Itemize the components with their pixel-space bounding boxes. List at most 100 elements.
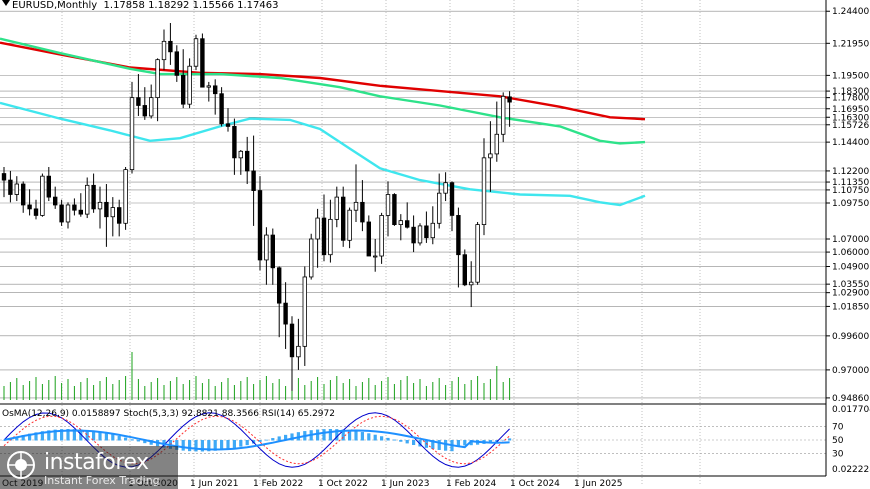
osma-histogram-bar	[444, 440, 448, 451]
candle-body	[360, 201, 365, 223]
candle-body	[366, 221, 371, 257]
osma-histogram-bar	[386, 437, 390, 441]
osma-histogram-bar	[111, 434, 115, 441]
candle-body	[148, 97, 154, 117]
indicator-tick-label: 0.017704	[832, 405, 870, 415]
price-tick-label: 1.06000	[832, 248, 869, 258]
osma-histogram-bar	[488, 440, 492, 443]
ma-red-line	[0, 41, 646, 121]
osma-histogram-bar	[271, 438, 275, 441]
osma-histogram-bar	[34, 432, 38, 441]
symbol-label: EURUSD,Monthly	[12, 0, 98, 11]
time-axis-label: 1 Oct 2022	[318, 479, 368, 489]
price-tick-label: 1.12200	[832, 167, 869, 177]
indicator-tick-label: 30	[832, 450, 844, 460]
candle-body	[353, 201, 359, 211]
candle-body	[136, 97, 141, 106]
candle-body	[174, 51, 179, 76]
osma-histogram-bar	[98, 431, 102, 441]
ma-cyan-line	[0, 101, 646, 207]
time-axis-label: 1 Jun 2023	[381, 479, 429, 489]
osma-histogram-bar	[136, 440, 140, 442]
osma-histogram-bar	[207, 440, 211, 452]
osma-histogram-bar	[85, 429, 89, 441]
candle-body	[456, 215, 461, 256]
candle-body	[187, 65, 192, 105]
candle-body	[340, 196, 346, 241]
osma-histogram-bar	[175, 440, 179, 450]
candle-body	[462, 254, 467, 286]
candle-body	[212, 85, 218, 95]
candle-body	[251, 170, 256, 191]
osma-histogram-bar	[72, 429, 76, 441]
candle-body	[436, 192, 442, 224]
price-tick-label: 1.15726	[832, 121, 869, 131]
price-tick-label: 1.02900	[832, 289, 869, 299]
price-tick-label: 1.17800	[832, 94, 869, 104]
candle-body	[494, 133, 499, 155]
price-tick-label: 1.11350	[832, 178, 869, 188]
candle-body	[270, 234, 275, 269]
candle-body	[500, 95, 506, 135]
price-tick-label: 1.09750	[832, 199, 869, 209]
candle-body	[417, 225, 423, 244]
osma-histogram-bar	[412, 440, 416, 445]
candle-body	[225, 123, 231, 127]
candle-body	[161, 40, 167, 61]
candle-body	[449, 182, 455, 216]
price-tick-label: 1.18300	[832, 87, 869, 97]
osma-histogram-bar	[239, 440, 243, 447]
candle-body	[347, 209, 352, 241]
time-axis-label: 1 Jun 2025	[574, 479, 622, 489]
candle-body	[129, 97, 135, 171]
ma-green-line	[0, 37, 646, 145]
osma-histogram-bar	[130, 439, 134, 441]
candle-body	[53, 196, 58, 206]
time-axis-label: 1 Jun 2021	[190, 479, 238, 489]
osma-histogram-bar	[360, 432, 364, 441]
candle-body	[475, 224, 480, 283]
candle-body	[27, 204, 32, 210]
candlesticks	[1, 23, 512, 391]
candle-body	[155, 59, 160, 99]
osma-histogram-bar	[469, 440, 473, 446]
candle-body	[430, 222, 435, 239]
candle-body	[180, 74, 186, 105]
candle-body	[296, 345, 301, 358]
osma-histogram-bar	[501, 439, 505, 441]
indicator-tick-label: 70	[832, 422, 844, 432]
osma-histogram-bar	[232, 440, 236, 448]
osma-histogram-bar	[194, 440, 198, 452]
candle-body	[104, 201, 109, 218]
price-tick-label: 1.10750	[832, 186, 869, 196]
candle-body	[72, 204, 77, 211]
osma-histogram-bar	[117, 435, 121, 441]
osma-histogram-bar	[277, 436, 281, 441]
candle-body	[315, 217, 320, 240]
candle-body	[238, 150, 243, 159]
indicator-tick-label: 0.022228	[832, 465, 870, 475]
osma-histogram-bar	[322, 429, 326, 441]
osma-histogram-bar	[367, 433, 371, 441]
candle-body	[193, 38, 199, 67]
osma-histogram-bar	[508, 438, 512, 441]
candle-body	[283, 302, 288, 325]
osma-histogram-bar	[104, 433, 108, 441]
indicator-panel	[0, 412, 826, 468]
candle-body	[302, 276, 307, 347]
candle-body	[97, 201, 103, 210]
osma-histogram-bar	[380, 436, 384, 441]
osma-histogram-bar	[47, 430, 51, 441]
osma-histogram-bar	[341, 429, 345, 441]
brand-tagline: Instant Forex Trading	[44, 474, 160, 487]
osma-histogram-bar	[21, 435, 25, 441]
osma-histogram-bar	[245, 440, 249, 446]
candle-body	[481, 157, 487, 225]
price-tick-label: 1.14400	[832, 138, 869, 148]
brand-name: instaforex	[44, 450, 149, 475]
price-tick-label: 1.21950	[832, 39, 869, 49]
candle-body	[372, 255, 378, 258]
osma-histogram-bar	[290, 433, 294, 441]
candle-body	[91, 184, 96, 210]
